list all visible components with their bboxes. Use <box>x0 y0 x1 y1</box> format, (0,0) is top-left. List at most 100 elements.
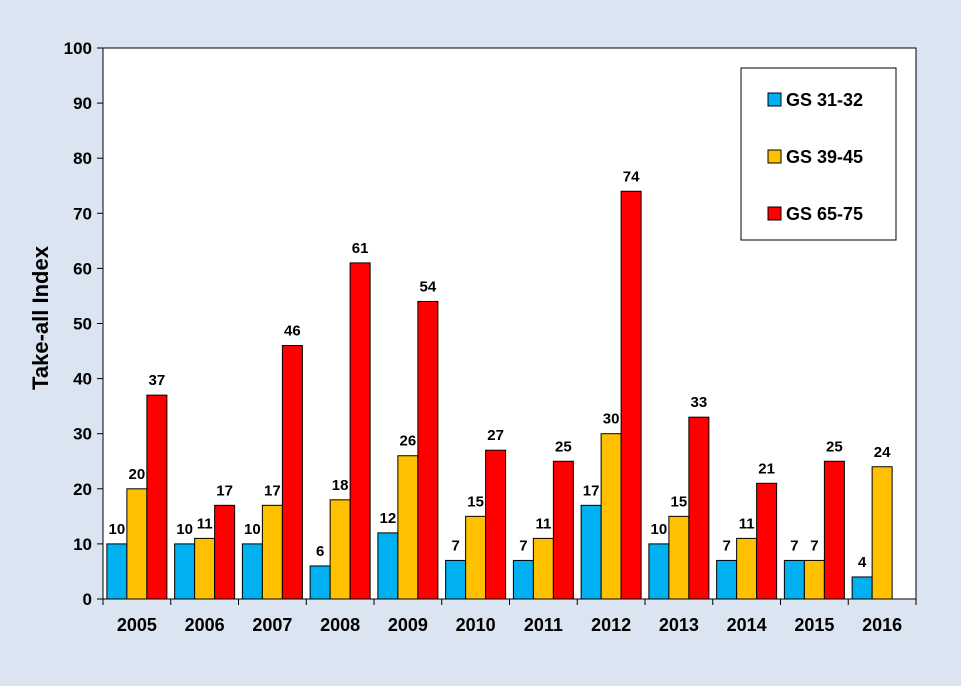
x-category-label: 2008 <box>320 615 360 635</box>
bar-value-label: 26 <box>400 433 417 450</box>
x-category-label: 2013 <box>659 615 699 635</box>
bar-value-label: 15 <box>671 493 688 510</box>
bar-value-label: 25 <box>826 438 843 455</box>
bar <box>377 532 399 600</box>
bar-value-label: 12 <box>380 510 397 527</box>
bar-value-label: 17 <box>264 482 281 499</box>
bar-value-label: 11 <box>535 515 551 532</box>
x-category-label: 2007 <box>252 615 292 635</box>
y-tick-label: 40 <box>73 370 92 389</box>
x-category-label: 2009 <box>388 615 428 635</box>
bar-value-label: 20 <box>129 466 146 483</box>
bar <box>309 565 331 600</box>
bar <box>580 504 602 600</box>
bar-value-label: 10 <box>244 521 261 538</box>
bar-value-label: 27 <box>487 427 504 444</box>
bar <box>716 559 738 600</box>
bar-value-label: 17 <box>583 482 600 499</box>
bar-value-label: 10 <box>176 521 193 538</box>
bar-value-label: 11 <box>197 515 213 532</box>
bar <box>281 345 303 600</box>
bar-value-label: 54 <box>420 278 437 295</box>
y-tick-label: 50 <box>73 315 92 334</box>
bar-value-label: 15 <box>467 493 484 510</box>
y-axis-title: Take-all Index <box>28 245 53 390</box>
x-category-label: 2016 <box>862 615 902 635</box>
legend: GS 31-32 GS 39-45 GS 65-75 <box>740 67 897 241</box>
bar <box>146 394 168 600</box>
legend-swatch <box>767 149 782 164</box>
bar-value-label: 7 <box>810 537 818 554</box>
bar-value-label: 17 <box>216 482 233 499</box>
legend-swatch <box>767 92 782 107</box>
bar-value-label: 10 <box>651 521 668 538</box>
bar <box>349 262 371 600</box>
bar <box>688 416 710 600</box>
bar-value-label: 37 <box>149 372 166 389</box>
bar-value-label: 18 <box>332 477 349 494</box>
bar <box>174 543 196 600</box>
bar <box>445 559 467 600</box>
bar <box>329 499 351 600</box>
y-tick-label: 30 <box>73 425 92 444</box>
bar-value-label: 21 <box>758 460 775 477</box>
bar <box>600 433 622 600</box>
bar <box>552 460 574 600</box>
bar <box>397 455 419 600</box>
bar-value-label: 74 <box>623 168 640 185</box>
y-tick-label: 0 <box>83 590 92 609</box>
y-tick-label: 90 <box>73 94 92 113</box>
bar <box>823 460 845 600</box>
bar <box>465 515 487 600</box>
bar-value-label: 7 <box>790 537 798 554</box>
bar-value-label: 24 <box>874 444 891 461</box>
y-tick-label: 100 <box>64 39 92 58</box>
bar <box>241 543 263 600</box>
legend-label: GS 39-45 <box>786 147 863 167</box>
bar <box>736 537 758 600</box>
legend-swatch <box>767 206 782 221</box>
x-category-label: 2015 <box>794 615 834 635</box>
bar-value-label: 4 <box>858 554 867 571</box>
x-category-label: 2006 <box>185 615 225 635</box>
bar-value-label: 30 <box>603 411 620 428</box>
bar <box>620 190 642 600</box>
bar <box>871 466 893 600</box>
bar <box>756 482 778 600</box>
bar-value-label: 25 <box>555 438 572 455</box>
x-category-label: 2010 <box>456 615 496 635</box>
y-tick-label: 60 <box>73 259 92 278</box>
y-tick-label: 80 <box>73 149 92 168</box>
bar <box>126 488 148 600</box>
x-category-label: 2014 <box>727 615 767 635</box>
bar <box>106 543 128 600</box>
legend-box <box>740 67 897 241</box>
bar <box>417 300 439 600</box>
x-category-label: 2012 <box>591 615 631 635</box>
bar-value-label: 61 <box>352 240 369 257</box>
bar <box>851 576 873 600</box>
bar <box>783 559 805 600</box>
bar-value-label: 33 <box>691 394 708 411</box>
bar-value-label: 7 <box>451 537 459 554</box>
bar-value-label: 11 <box>739 515 755 532</box>
bar <box>668 515 690 600</box>
legend-label: GS 31-32 <box>786 90 863 110</box>
bar <box>532 537 554 600</box>
x-category-label: 2011 <box>524 615 563 635</box>
bar-value-label: 46 <box>284 323 301 340</box>
y-tick-label: 70 <box>73 204 92 223</box>
x-category-label: 2005 <box>117 615 157 635</box>
bar-value-label: 10 <box>109 521 126 538</box>
bar-value-label: 6 <box>316 543 324 560</box>
bar <box>194 537 216 600</box>
bar <box>485 449 507 600</box>
bar-value-label: 7 <box>519 537 527 554</box>
bar <box>648 543 670 600</box>
y-tick-label: 20 <box>73 480 92 499</box>
bar <box>512 559 534 600</box>
legend-label: GS 65-75 <box>786 204 863 224</box>
bar <box>214 504 236 600</box>
bar-value-label: 7 <box>722 537 730 554</box>
